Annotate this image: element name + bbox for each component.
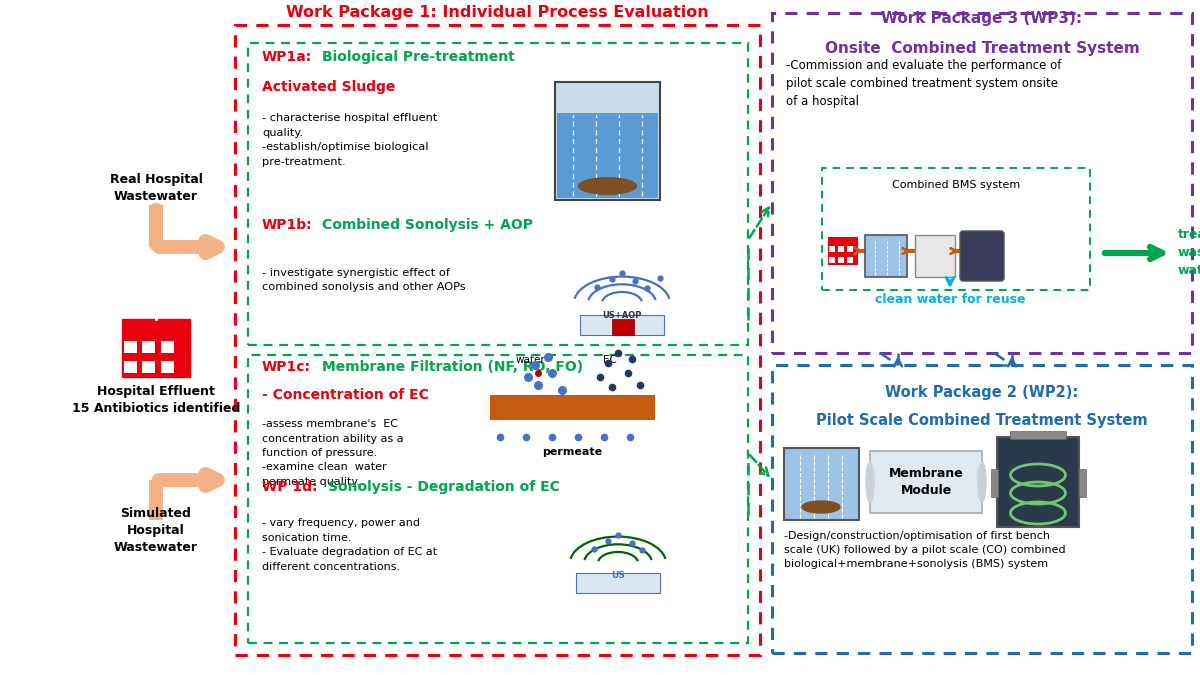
Text: WP 1d:: WP 1d:	[262, 480, 318, 494]
Ellipse shape	[866, 462, 874, 502]
Ellipse shape	[802, 501, 840, 513]
FancyBboxPatch shape	[1010, 431, 1066, 439]
Text: WP1a:: WP1a:	[262, 50, 312, 64]
Text: WP1c:: WP1c:	[262, 360, 311, 374]
FancyBboxPatch shape	[1079, 469, 1086, 497]
FancyBboxPatch shape	[784, 448, 859, 520]
Text: Membrane Filtration (NF, RO, FO): Membrane Filtration (NF, RO, FO)	[322, 360, 583, 374]
Text: -assess membrane's  EC
concentration ability as a
function of pressure.
-examine: -assess membrane's EC concentration abil…	[262, 419, 403, 487]
FancyBboxPatch shape	[838, 246, 845, 252]
FancyBboxPatch shape	[829, 256, 835, 263]
Text: Work Package 3 (WP3):: Work Package 3 (WP3):	[882, 11, 1082, 26]
Text: - characterise hospital effluent
quality.
-establish/optimise biological
pre-tre: - characterise hospital effluent quality…	[262, 113, 437, 167]
FancyBboxPatch shape	[838, 256, 845, 263]
FancyBboxPatch shape	[142, 341, 155, 353]
FancyBboxPatch shape	[124, 361, 137, 373]
Text: Pilot Scale Combined Treatment System: Pilot Scale Combined Treatment System	[816, 412, 1148, 427]
Text: Activated Sludge: Activated Sludge	[262, 80, 395, 94]
FancyBboxPatch shape	[847, 256, 853, 263]
FancyBboxPatch shape	[916, 235, 955, 277]
FancyBboxPatch shape	[847, 246, 853, 252]
Text: - vary frequency, power and
sonication time.
- Evaluate degradation of EC at
dif: - vary frequency, power and sonication t…	[262, 518, 437, 572]
FancyBboxPatch shape	[580, 315, 664, 335]
Text: Work Package 1: Individual Process Evaluation: Work Package 1: Individual Process Evalu…	[286, 5, 709, 20]
FancyBboxPatch shape	[122, 319, 190, 377]
FancyBboxPatch shape	[142, 361, 155, 373]
FancyBboxPatch shape	[490, 395, 655, 420]
FancyBboxPatch shape	[161, 341, 174, 353]
Text: water: water	[515, 355, 545, 365]
Text: Sonolysis - Degradation of EC: Sonolysis - Degradation of EC	[328, 480, 560, 494]
FancyBboxPatch shape	[124, 341, 137, 353]
Text: Simulated
Hospital
Wastewater: Simulated Hospital Wastewater	[114, 507, 198, 554]
FancyBboxPatch shape	[612, 319, 634, 335]
Text: WP1b:: WP1b:	[262, 218, 313, 232]
FancyBboxPatch shape	[870, 451, 982, 513]
Text: US: US	[611, 571, 625, 580]
FancyBboxPatch shape	[828, 237, 858, 265]
Ellipse shape	[978, 462, 986, 502]
Text: US+AOP: US+AOP	[602, 311, 642, 320]
Ellipse shape	[578, 178, 636, 194]
Text: permeate: permeate	[542, 447, 602, 457]
Text: Biological Pre-treatment: Biological Pre-treatment	[322, 50, 515, 64]
Text: Membrane
Module: Membrane Module	[889, 467, 964, 497]
Text: EC: EC	[604, 355, 617, 365]
Text: Onsite  Combined Treatment System: Onsite Combined Treatment System	[824, 41, 1139, 57]
Text: Hospital Effluent
15 Antibiotics identified: Hospital Effluent 15 Antibiotics identif…	[72, 385, 240, 415]
FancyBboxPatch shape	[576, 573, 660, 593]
Text: Combined BMS system: Combined BMS system	[892, 180, 1020, 190]
Text: Work Package 2 (WP2):: Work Package 2 (WP2):	[886, 385, 1079, 400]
FancyBboxPatch shape	[554, 82, 660, 200]
Text: - investigate synergistic effect of
combined sonolysis and other AOPs: - investigate synergistic effect of comb…	[262, 268, 466, 292]
Text: Combined Sonolysis + AOP: Combined Sonolysis + AOP	[322, 218, 533, 232]
Text: clean water for reuse: clean water for reuse	[875, 293, 1025, 306]
FancyBboxPatch shape	[960, 231, 1004, 281]
Text: - Concentration of EC: - Concentration of EC	[262, 388, 428, 402]
FancyBboxPatch shape	[997, 437, 1079, 527]
FancyBboxPatch shape	[865, 235, 907, 277]
FancyBboxPatch shape	[829, 246, 835, 252]
FancyBboxPatch shape	[557, 113, 658, 198]
Text: treated
waste
water: treated waste water	[1178, 229, 1200, 277]
Text: Real Hospital
Wastewater: Real Hospital Wastewater	[109, 173, 203, 203]
FancyBboxPatch shape	[161, 361, 174, 373]
Text: -Commission and evaluate the performance of
pilot scale combined treatment syste: -Commission and evaluate the performance…	[786, 59, 1061, 107]
FancyBboxPatch shape	[991, 469, 998, 497]
Text: -Design/construction/optimisation of first bench
scale (UK) followed by a pilot : -Design/construction/optimisation of fir…	[784, 531, 1066, 568]
